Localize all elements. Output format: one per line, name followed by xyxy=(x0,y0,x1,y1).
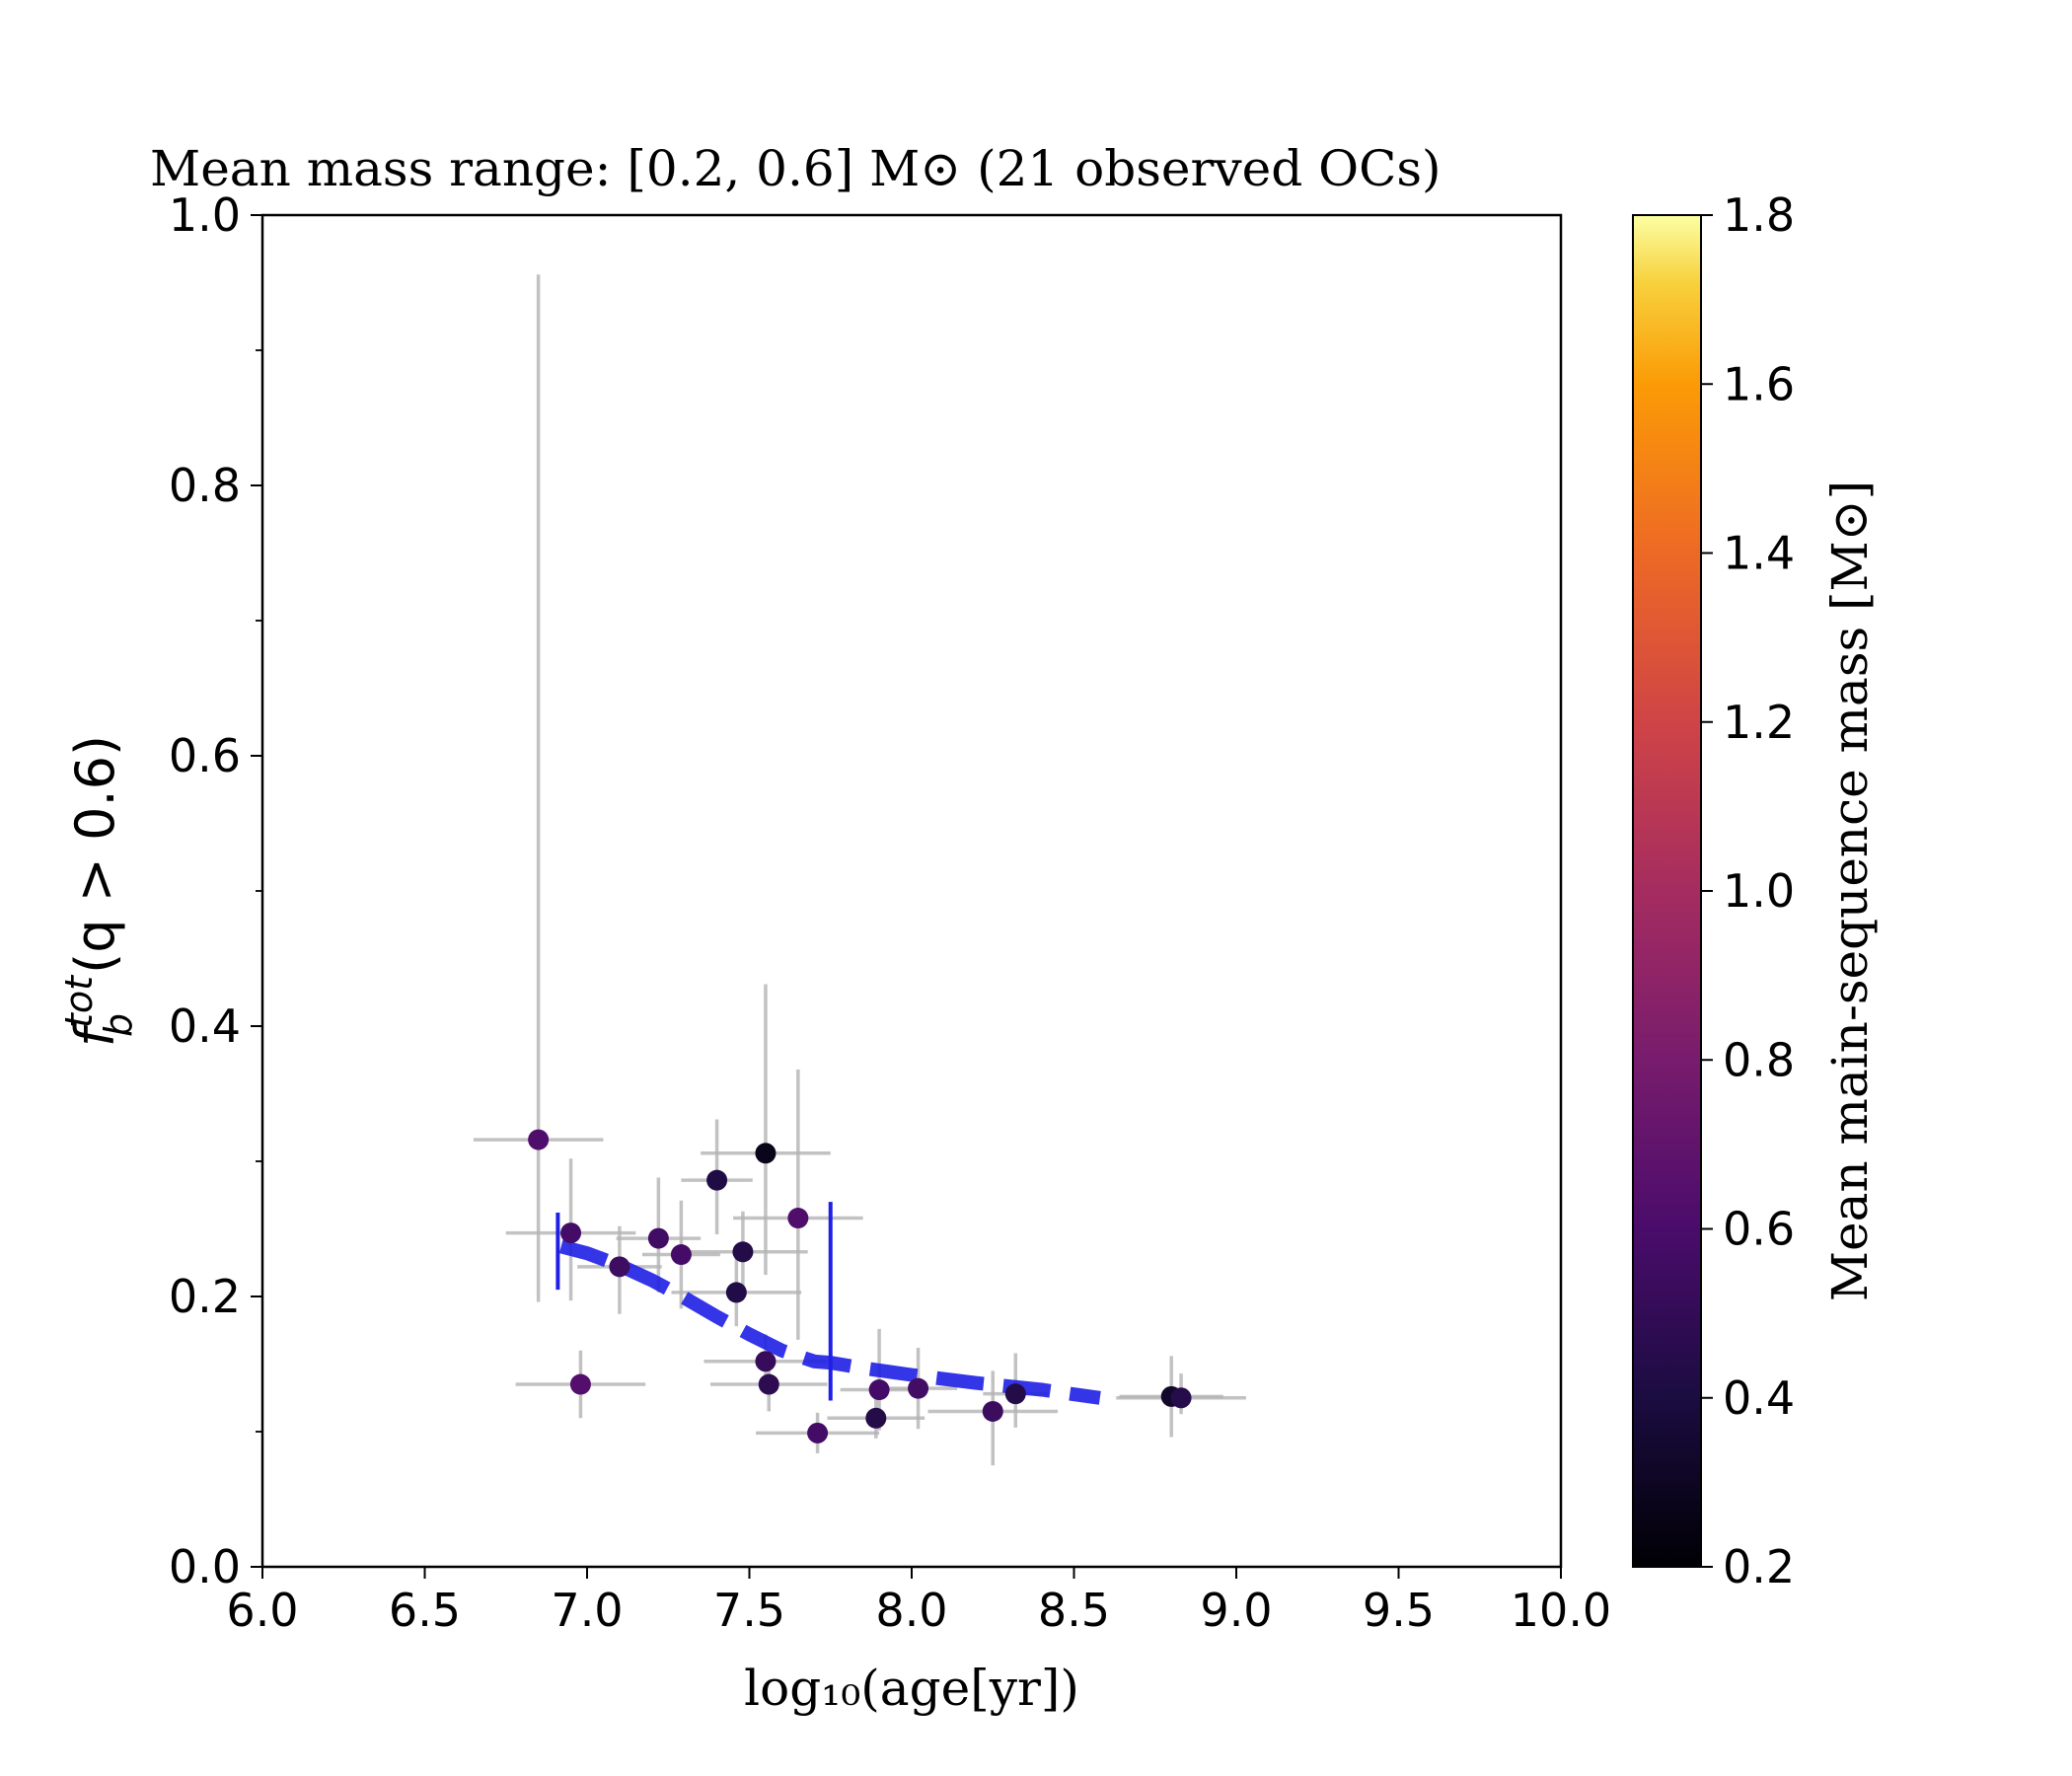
y-tick-label-3: 0.6 xyxy=(169,729,241,782)
colorbar-tick-label-4: 1.0 xyxy=(1723,864,1795,918)
data-point-14 xyxy=(865,1407,887,1429)
colorbar-tick-label-7: 1.6 xyxy=(1723,357,1795,410)
data-point-12 xyxy=(787,1208,809,1229)
colorbar-tick-label-0: 0.2 xyxy=(1723,1540,1795,1593)
colorbar-label: Mean main-sequence mass [M⊙] xyxy=(1821,481,1879,1301)
x-tick-label-6: 9.0 xyxy=(1200,1584,1272,1637)
y-tick-label-5: 1.0 xyxy=(169,188,241,242)
y-tick-label-4: 0.8 xyxy=(169,459,241,512)
x-tick-label-1: 6.5 xyxy=(389,1584,461,1637)
trend-line xyxy=(558,1239,1101,1405)
plot-area xyxy=(260,213,1563,1569)
x-tick-label-0: 6.0 xyxy=(226,1584,298,1637)
colorbar-tick-label-2: 0.6 xyxy=(1723,1203,1795,1256)
x-tick-label-2: 7.0 xyxy=(551,1584,623,1637)
colorbar-tick-label-5: 1.2 xyxy=(1723,696,1795,749)
x-tick-label-5: 8.5 xyxy=(1038,1584,1110,1637)
data-point-9 xyxy=(755,1143,777,1164)
plot-frame xyxy=(260,213,1563,1569)
x-tick-label-3: 7.5 xyxy=(713,1584,785,1637)
data-point-5 xyxy=(670,1244,692,1266)
chart-title: Mean mass range: [0.2, 0.6] M⊙ (21 obser… xyxy=(150,140,1442,197)
data-point-16 xyxy=(908,1377,929,1399)
data-point-11 xyxy=(758,1373,779,1395)
x-tick-label-4: 8.0 xyxy=(875,1584,947,1637)
data-point-15 xyxy=(868,1379,890,1401)
colorbar-gradient xyxy=(1632,214,1702,1568)
colorbar-tick-label-1: 0.4 xyxy=(1723,1371,1795,1425)
colorbar-tick-label-6: 1.4 xyxy=(1723,527,1795,580)
y-tick-label-0: 0.0 xyxy=(169,1540,241,1593)
error-bars xyxy=(473,274,1246,1466)
data-point-1 xyxy=(560,1222,582,1244)
y-label-rest: (q > 0.6) xyxy=(64,735,126,974)
y-axis-label: ftotb(q > 0.6) xyxy=(57,735,140,1047)
data-point-7 xyxy=(725,1282,747,1303)
colorbar: 0.2 0.4 0.6 0.8 1.0 1.2 1.4 1.6 1.8 Mean main-se… xyxy=(1632,188,1879,1593)
colorbar-tick-label-8: 1.8 xyxy=(1723,188,1795,242)
colorbar-tick-label-3: 0.8 xyxy=(1723,1033,1795,1086)
data-point-20 xyxy=(1170,1387,1192,1409)
data-point-6 xyxy=(706,1169,728,1191)
x-tick-label-8: 10.0 xyxy=(1511,1584,1611,1637)
x-axis: 6.0 6.5 7.0 7.5 8.0 8.5 9.0 9.5 10.0 xyxy=(226,1567,1611,1637)
data-points xyxy=(528,1129,1192,1443)
data-point-2 xyxy=(569,1373,591,1395)
y-tick-label-2: 0.4 xyxy=(169,999,241,1053)
data-point-3 xyxy=(609,1256,630,1278)
y-axis: 0.0 0.2 0.4 0.6 0.8 1.0 xyxy=(169,188,262,1593)
data-point-17 xyxy=(982,1400,1003,1422)
x-tick-label-7: 9.5 xyxy=(1363,1584,1435,1637)
svg-text:ftotb(q > 0.6): ftotb(q > 0.6) xyxy=(57,735,140,1047)
data-point-18 xyxy=(1004,1383,1026,1405)
data-point-0 xyxy=(528,1129,550,1150)
data-point-13 xyxy=(807,1422,829,1443)
colorbar-ticks: 0.2 0.4 0.6 0.8 1.0 1.2 1.4 1.6 1.8 xyxy=(1701,188,1795,1593)
data-point-10 xyxy=(755,1351,777,1372)
data-point-4 xyxy=(647,1227,669,1249)
data-point-8 xyxy=(732,1241,754,1263)
y-label-sup: tot xyxy=(57,974,101,1028)
y-tick-label-1: 0.2 xyxy=(169,1270,241,1323)
y-label-sub: b xyxy=(97,1013,140,1037)
trend-line-group xyxy=(555,1202,1101,1405)
x-axis-label: log₁₀(age[yr]) xyxy=(744,1660,1079,1717)
